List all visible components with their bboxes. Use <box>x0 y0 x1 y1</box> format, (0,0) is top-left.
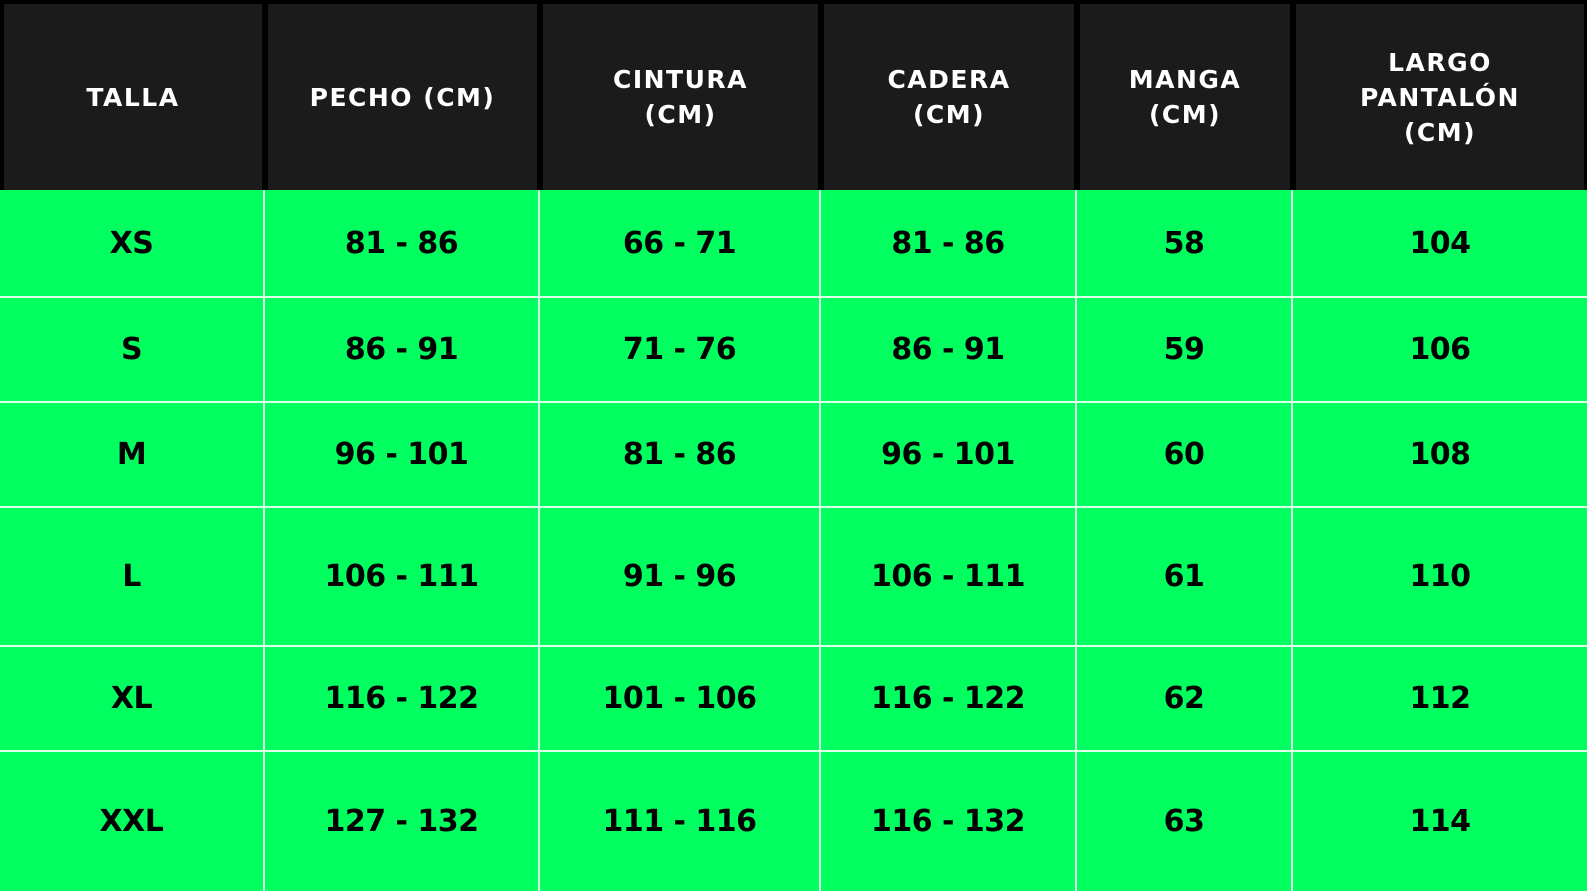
cell-talla: M <box>0 403 265 508</box>
cell-talla: XL <box>0 647 265 752</box>
cell-manga: 61 <box>1077 508 1293 647</box>
header-cadera: CADERA (CM) <box>821 0 1077 190</box>
table-row: L 106 - 111 91 - 96 106 - 111 61 110 <box>0 508 1587 647</box>
cell-pecho: 81 - 86 <box>265 190 540 298</box>
cell-cintura: 81 - 86 <box>540 403 821 508</box>
cell-cintura: 71 - 76 <box>540 298 821 403</box>
cell-pecho: 96 - 101 <box>265 403 540 508</box>
header-manga: MANGA (CM) <box>1077 0 1293 190</box>
cell-cadera: 96 - 101 <box>821 403 1077 508</box>
header-largo-pantalon: LARGO PANTALÓN (CM) <box>1293 0 1587 190</box>
cell-cintura: 66 - 71 <box>540 190 821 298</box>
cell-cintura: 91 - 96 <box>540 508 821 647</box>
cell-pecho: 116 - 122 <box>265 647 540 752</box>
cell-manga: 58 <box>1077 190 1293 298</box>
table-row: M 96 - 101 81 - 86 96 - 101 60 108 <box>0 403 1587 508</box>
cell-cadera: 86 - 91 <box>821 298 1077 403</box>
cell-largo-pantalon: 104 <box>1293 190 1587 298</box>
cell-pecho: 127 - 132 <box>265 752 540 891</box>
cell-cintura: 101 - 106 <box>540 647 821 752</box>
table-header: TALLA PECHO (CM) CINTURA (CM) CADERA (CM… <box>0 0 1587 190</box>
cell-largo-pantalon: 110 <box>1293 508 1587 647</box>
table-row: S 86 - 91 71 - 76 86 - 91 59 106 <box>0 298 1587 403</box>
cell-talla: XS <box>0 190 265 298</box>
cell-manga: 63 <box>1077 752 1293 891</box>
header-pecho: PECHO (CM) <box>265 0 540 190</box>
cell-cadera: 116 - 132 <box>821 752 1077 891</box>
cell-largo-pantalon: 114 <box>1293 752 1587 891</box>
cell-talla: S <box>0 298 265 403</box>
cell-talla: L <box>0 508 265 647</box>
cell-manga: 59 <box>1077 298 1293 403</box>
cell-largo-pantalon: 106 <box>1293 298 1587 403</box>
cell-largo-pantalon: 112 <box>1293 647 1587 752</box>
cell-talla: XXL <box>0 752 265 891</box>
cell-cintura: 111 - 116 <box>540 752 821 891</box>
cell-manga: 60 <box>1077 403 1293 508</box>
header-cintura: CINTURA (CM) <box>540 0 821 190</box>
header-talla: TALLA <box>0 0 265 190</box>
table-row: XS 81 - 86 66 - 71 81 - 86 58 104 <box>0 190 1587 298</box>
table-body: XS 81 - 86 66 - 71 81 - 86 58 104 S 86 -… <box>0 190 1587 891</box>
table-row: XXL 127 - 132 111 - 116 116 - 132 63 114 <box>0 752 1587 891</box>
cell-cadera: 81 - 86 <box>821 190 1077 298</box>
cell-largo-pantalon: 108 <box>1293 403 1587 508</box>
cell-pecho: 106 - 111 <box>265 508 540 647</box>
cell-manga: 62 <box>1077 647 1293 752</box>
cell-cadera: 116 - 122 <box>821 647 1077 752</box>
table-row: XL 116 - 122 101 - 106 116 - 122 62 112 <box>0 647 1587 752</box>
cell-pecho: 86 - 91 <box>265 298 540 403</box>
cell-cadera: 106 - 111 <box>821 508 1077 647</box>
header-row: TALLA PECHO (CM) CINTURA (CM) CADERA (CM… <box>0 0 1587 190</box>
